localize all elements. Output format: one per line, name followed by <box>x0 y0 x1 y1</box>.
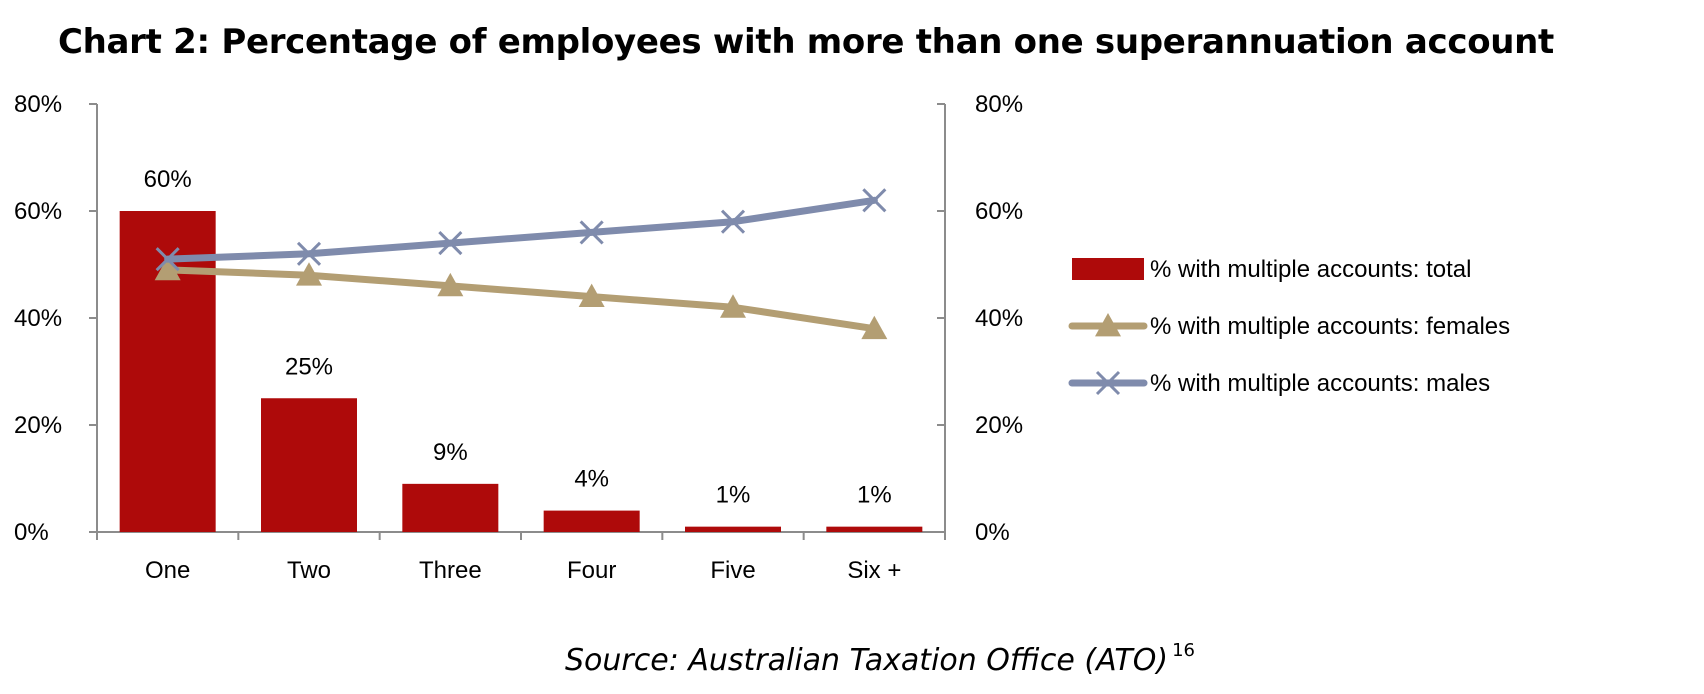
legend-marker-males <box>1095 370 1121 396</box>
source-note: Source: Australian Taxation Office (ATO)… <box>0 640 1704 678</box>
y-tick-label-left: 60% <box>14 198 62 225</box>
x-tick-label: Three <box>419 557 482 584</box>
females-point <box>861 315 888 340</box>
y-tick-label-left: 80% <box>14 91 62 118</box>
females-point <box>720 294 746 318</box>
males-point <box>862 188 887 213</box>
x-tick-label: Five <box>710 557 755 584</box>
males-point <box>438 231 463 256</box>
bar-data-label: 1% <box>857 482 892 509</box>
x-tick-label: Four <box>567 557 616 584</box>
bar-data-labels: 60% 25% 9% 4% 1% 1% <box>144 166 892 509</box>
x-tick-label: Six + <box>847 557 901 584</box>
legend: % with multiple accounts: total % with mu… <box>1068 256 1510 397</box>
females-point <box>437 272 464 297</box>
line-series <box>154 188 888 340</box>
y-tick-label-right: 20% <box>975 412 1023 439</box>
tick-labels: 0% 0% 20% 20% 40% 40% 60% 60% 80% 80% One Two Three F… <box>14 91 1023 584</box>
bar <box>826 526 923 532</box>
bar <box>402 483 499 532</box>
legend-item-males: % with multiple accounts: males <box>1068 370 1490 397</box>
bar-data-label: 60% <box>144 166 192 193</box>
bar-data-label: 4% <box>574 466 609 493</box>
y-tick-label-right: 40% <box>975 305 1023 332</box>
legend-swatch-total <box>1072 258 1144 280</box>
females-point <box>578 283 605 307</box>
y-tick-label-right: 0% <box>975 519 1010 546</box>
bar <box>543 510 640 532</box>
males-point <box>155 247 180 272</box>
females-point <box>154 256 181 281</box>
legend-label-total: % with multiple accounts: total <box>1150 256 1471 283</box>
legend-label-males: % with multiple accounts: males <box>1150 370 1490 397</box>
bar <box>685 526 781 532</box>
bar-data-label: 9% <box>433 439 468 466</box>
chart-axes <box>89 103 946 540</box>
x-tick-label: One <box>145 557 190 584</box>
males-point <box>296 241 322 266</box>
males-point <box>579 220 604 245</box>
bar-data-label: 1% <box>716 482 751 509</box>
males-line <box>164 196 878 263</box>
legend-item-females: % with multiple accounts: females <box>1068 313 1510 340</box>
y-tick-label-left: 0% <box>14 519 49 546</box>
bar-data-label: 25% <box>285 353 333 380</box>
source-footnote: 16 <box>1172 640 1195 661</box>
y-tick-label-left: 20% <box>14 412 62 439</box>
y-tick-label-right: 80% <box>975 91 1023 118</box>
females-point <box>296 262 322 286</box>
legend-marker-females <box>1095 313 1121 337</box>
chart-title: Chart 2: Percentage of employees with mo… <box>0 22 1704 62</box>
y-tick-label-left: 40% <box>14 305 62 332</box>
legend-item-total: % with multiple accounts: total <box>1072 256 1471 283</box>
source-text: Source: Australian Taxation Office (ATO) <box>565 643 1169 678</box>
females-line <box>164 266 878 333</box>
chart-title-text: Chart 2: Percentage of employees with mo… <box>57 22 1555 62</box>
males-point <box>720 209 746 234</box>
bar <box>261 398 357 532</box>
x-tick-label: Two <box>287 557 331 584</box>
legend-label-females: % with multiple accounts: females <box>1150 313 1510 340</box>
y-tick-label-right: 60% <box>975 198 1023 225</box>
